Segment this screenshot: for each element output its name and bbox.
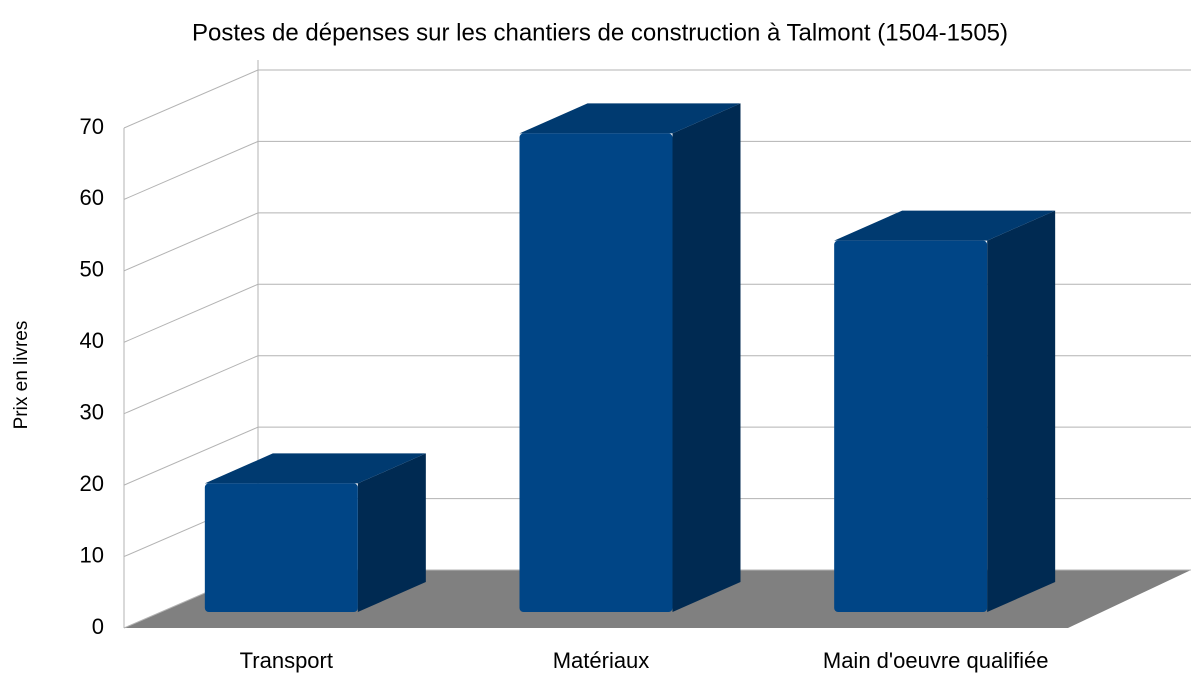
y-tick-label: 50	[80, 257, 104, 282]
x-tick-label: Transport	[240, 648, 333, 673]
y-tick-label: 10	[80, 542, 104, 567]
y-tick-label: 0	[92, 614, 104, 639]
y-tick-label: 60	[80, 185, 104, 210]
y-axis-label: Prix en livres	[11, 321, 32, 430]
bar-face	[672, 103, 741, 612]
y-tick-label: 30	[80, 400, 104, 425]
bar-face	[834, 210, 1056, 241]
bar	[204, 453, 426, 612]
bar	[519, 103, 741, 612]
bar-face	[357, 453, 426, 612]
bar-front	[834, 240, 988, 613]
x-tick-label: Matériaux	[553, 648, 650, 673]
chart-title: Postes de dépenses sur les chantiers de …	[192, 19, 1008, 46]
bar-face	[987, 210, 1056, 613]
y-tick-label: 40	[80, 328, 104, 353]
grid-line	[123, 140, 1191, 200]
bar-face	[519, 103, 741, 134]
grid-line	[123, 69, 1191, 129]
grid-line	[123, 212, 1191, 272]
y-tick-label: 20	[80, 471, 104, 496]
x-tick-label: Main d'oeuvre qualifiée	[823, 648, 1049, 673]
bar-face	[204, 453, 426, 484]
bar-front	[519, 133, 673, 612]
bar-front	[204, 483, 358, 612]
y-tick-label: 70	[80, 114, 104, 139]
bar	[834, 210, 1056, 613]
